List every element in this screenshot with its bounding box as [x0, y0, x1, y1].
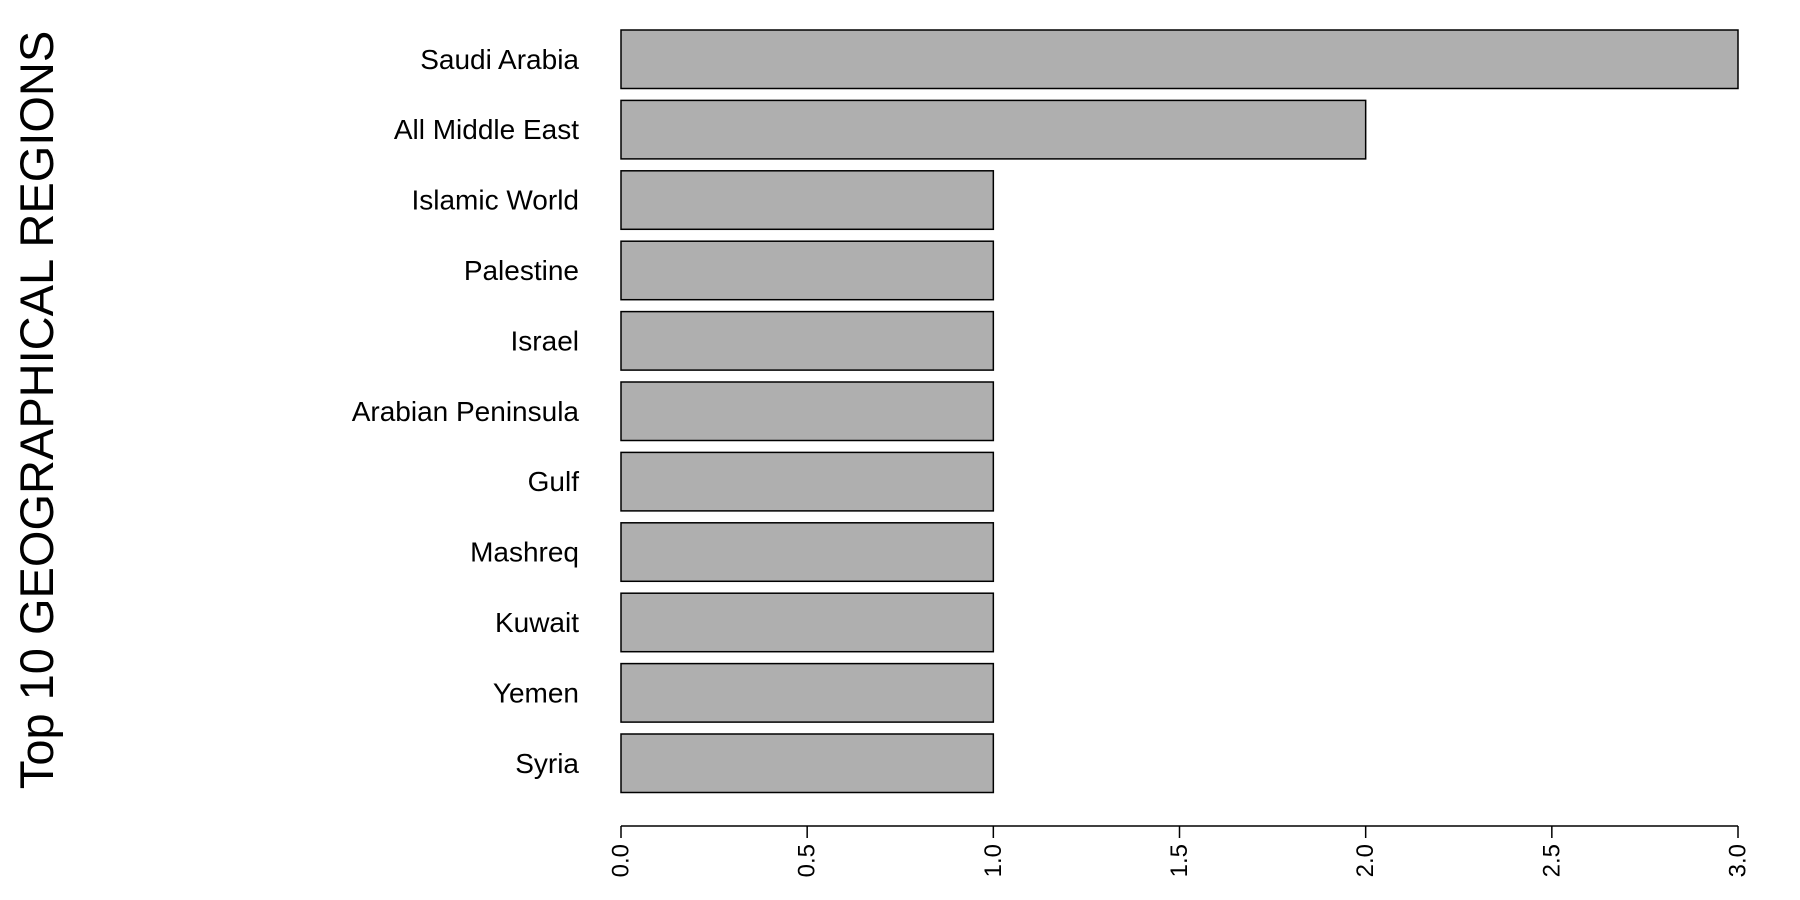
- x-tick-label: 2.5: [1538, 844, 1565, 877]
- category-label: Arabian Peninsula: [352, 396, 580, 427]
- bar-saudi-arabia: [620, 29, 1739, 90]
- bar-syria: [620, 733, 995, 794]
- bar-kuwait: [620, 592, 995, 653]
- category-label: Palestine: [464, 255, 579, 286]
- bar-all-middle-east: [620, 99, 1367, 160]
- x-axis: 0.0 0.5 1.0 1.5 2.0 2.5 3.0: [608, 825, 1752, 877]
- bar-israel: [620, 310, 995, 371]
- category-labels: Saudi Arabia All Middle East Islamic World…: [352, 44, 580, 779]
- y-axis-title: Top 10 GEOGRAPHICAL REGIONS: [10, 31, 63, 789]
- x-tick-label: 0.5: [794, 844, 821, 877]
- x-tick-label: 0.0: [608, 844, 635, 877]
- category-label: Israel: [511, 325, 579, 356]
- bar-palestine: [620, 240, 995, 301]
- category-label: Yemen: [493, 677, 579, 708]
- x-tick-label: 3.0: [1725, 844, 1752, 877]
- category-label: Saudi Arabia: [420, 44, 579, 75]
- x-tick-label: 1.5: [1166, 844, 1193, 877]
- bar-arabian-peninsula: [620, 381, 995, 442]
- category-label: Gulf: [528, 466, 580, 497]
- bars-layer: [620, 29, 1739, 794]
- category-label: All Middle East: [394, 114, 579, 145]
- bar-islamic-world: [620, 170, 995, 231]
- bar-mashreq: [620, 522, 995, 583]
- bar-yemen: [620, 662, 995, 723]
- bar-gulf: [620, 451, 995, 512]
- x-tick-label: 2.0: [1352, 844, 1379, 877]
- category-label: Kuwait: [495, 607, 579, 638]
- x-tick-label: 1.0: [980, 844, 1007, 877]
- category-label: Syria: [515, 748, 579, 779]
- category-label: Islamic World: [411, 185, 579, 216]
- category-label: Mashreq: [470, 537, 579, 568]
